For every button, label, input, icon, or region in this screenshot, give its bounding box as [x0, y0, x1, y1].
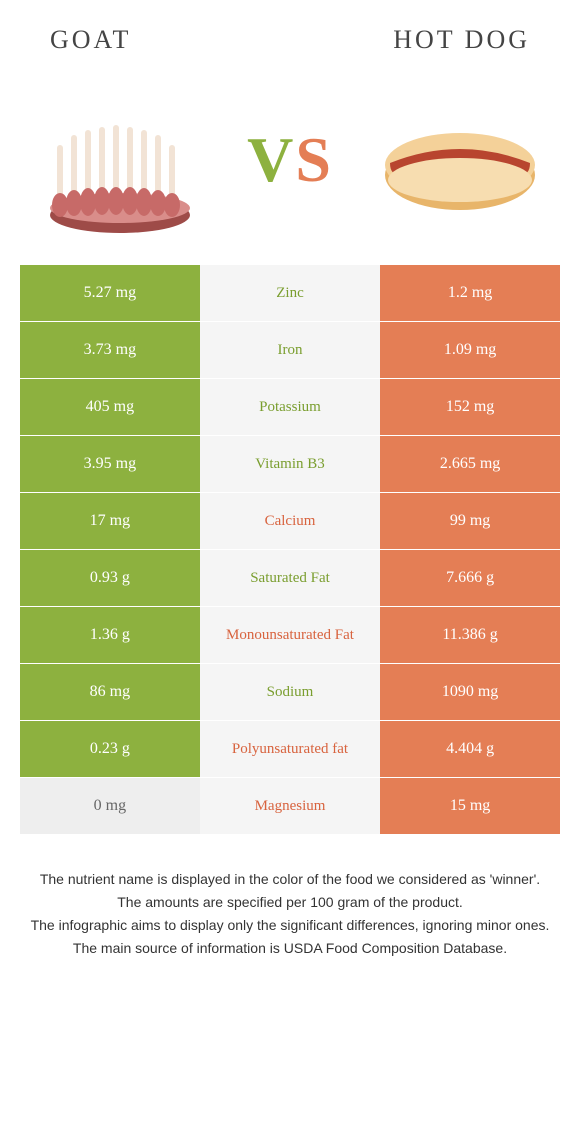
footer-line-4: The main source of information is USDA F…	[30, 938, 550, 959]
vs-s-letter: S	[295, 124, 333, 195]
footer-line-3: The infographic aims to display only the…	[30, 915, 550, 936]
header: GOAT HOT DOG	[0, 0, 580, 65]
nutrient-label: Sodium	[200, 664, 380, 720]
table-row: 0.93 g Saturated Fat 7.666 g	[20, 549, 560, 606]
right-value: 1.09 mg	[380, 322, 560, 378]
left-value: 0 mg	[20, 778, 200, 834]
right-value: 11.386 g	[380, 607, 560, 663]
table-row: 17 mg Calcium 99 mg	[20, 492, 560, 549]
nutrient-label: Vitamin B3	[200, 436, 380, 492]
images-row: VS	[0, 65, 580, 265]
hotdog-image	[375, 75, 545, 245]
right-value: 2.665 mg	[380, 436, 560, 492]
left-value: 17 mg	[20, 493, 200, 549]
nutrient-label: Calcium	[200, 493, 380, 549]
footer-line-2: The amounts are specified per 100 gram o…	[30, 892, 550, 913]
table-row: 0 mg Magnesium 15 mg	[20, 777, 560, 834]
nutrient-label: Saturated Fat	[200, 550, 380, 606]
table-row: 5.27 mg Zinc 1.2 mg	[20, 265, 560, 321]
right-value: 99 mg	[380, 493, 560, 549]
table-row: 1.36 g Monounsaturated Fat 11.386 g	[20, 606, 560, 663]
nutrient-label: Zinc	[200, 265, 380, 321]
left-value: 1.36 g	[20, 607, 200, 663]
vs-label: VS	[247, 123, 333, 197]
right-food-title: HOT DOG	[393, 25, 530, 55]
left-value: 0.93 g	[20, 550, 200, 606]
table-row: 86 mg Sodium 1090 mg	[20, 663, 560, 720]
right-value: 1090 mg	[380, 664, 560, 720]
table-row: 0.23 g Polyunsaturated fat 4.404 g	[20, 720, 560, 777]
left-value: 0.23 g	[20, 721, 200, 777]
right-value: 1.2 mg	[380, 265, 560, 321]
left-value: 5.27 mg	[20, 265, 200, 321]
nutrient-label: Iron	[200, 322, 380, 378]
footer-line-1: The nutrient name is displayed in the co…	[30, 869, 550, 890]
table-row: 3.95 mg Vitamin B3 2.665 mg	[20, 435, 560, 492]
right-value: 7.666 g	[380, 550, 560, 606]
left-food-title: GOAT	[50, 25, 131, 55]
nutrient-label: Monounsaturated Fat	[200, 607, 380, 663]
left-value: 405 mg	[20, 379, 200, 435]
right-value: 152 mg	[380, 379, 560, 435]
nutrient-label: Magnesium	[200, 778, 380, 834]
left-value: 86 mg	[20, 664, 200, 720]
table-row: 3.73 mg Iron 1.09 mg	[20, 321, 560, 378]
footer-notes: The nutrient name is displayed in the co…	[30, 869, 550, 959]
vs-v-letter: V	[247, 124, 295, 195]
left-value: 3.73 mg	[20, 322, 200, 378]
table-row: 405 mg Potassium 152 mg	[20, 378, 560, 435]
nutrient-label: Potassium	[200, 379, 380, 435]
nutrient-label: Polyunsaturated fat	[200, 721, 380, 777]
right-value: 15 mg	[380, 778, 560, 834]
right-value: 4.404 g	[380, 721, 560, 777]
comparison-table: 5.27 mg Zinc 1.2 mg 3.73 mg Iron 1.09 mg…	[20, 265, 560, 834]
goat-image	[35, 75, 205, 245]
left-value: 3.95 mg	[20, 436, 200, 492]
